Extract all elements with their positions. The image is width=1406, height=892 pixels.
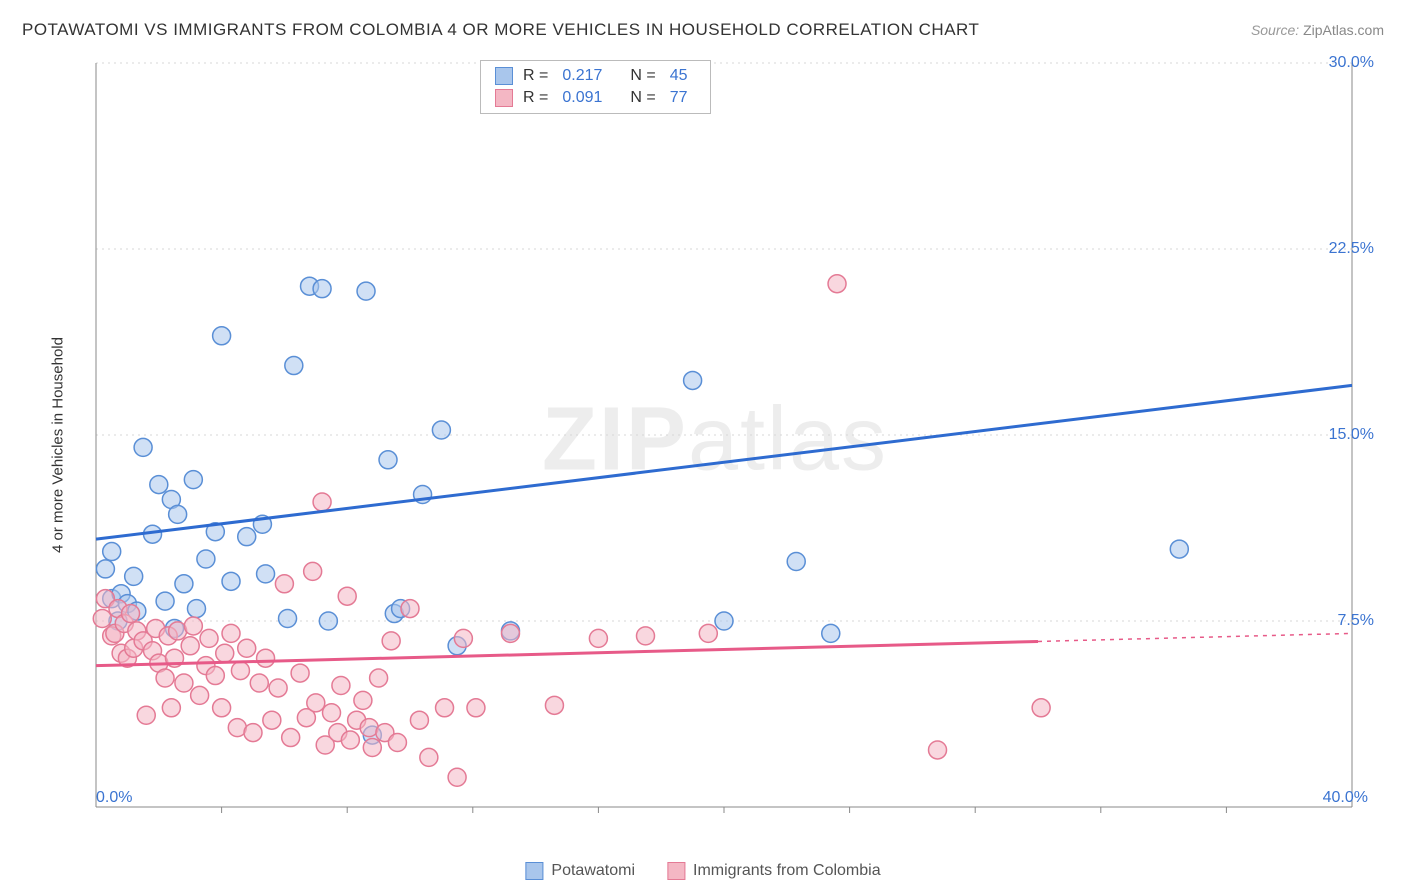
legend-item-potawatomi: Potawatomi	[525, 862, 635, 880]
y-tick-label: 22.5%	[1329, 240, 1374, 258]
stats-row-potawatomi: R = 0.217 N = 45	[495, 65, 696, 87]
correlation-stats-box: R = 0.217 N = 45 R = 0.091 N = 77	[480, 60, 711, 114]
legend-item-colombia: Immigrants from Colombia	[667, 862, 881, 880]
y-tick-label: 30.0%	[1329, 54, 1374, 72]
chart-area: 4 or more Vehicles in Household ZIPatlas…	[50, 55, 1380, 835]
legend: Potawatomi Immigrants from Colombia	[525, 862, 880, 880]
source-citation: Source: ZipAtlas.com	[1251, 22, 1384, 38]
legend-swatch-colombia	[667, 862, 685, 880]
source-label: Source:	[1251, 22, 1299, 38]
chart-title: POTAWATOMI VS IMMIGRANTS FROM COLOMBIA 4…	[22, 20, 979, 40]
stats-row-colombia: R = 0.091 N = 77	[495, 87, 696, 109]
x-axis-max-label: 40.0%	[1323, 789, 1368, 807]
y-tick-label: 7.5%	[1338, 612, 1374, 630]
legend-label-colombia: Immigrants from Colombia	[693, 862, 881, 880]
source-value: ZipAtlas.com	[1303, 22, 1384, 38]
legend-swatch-potawatomi	[525, 862, 543, 880]
legend-label-potawatomi: Potawatomi	[551, 862, 635, 880]
swatch-potawatomi	[495, 67, 513, 85]
x-axis-min-label: 0.0%	[96, 789, 132, 807]
scatter-plot	[50, 55, 1380, 835]
y-tick-label: 15.0%	[1329, 426, 1374, 444]
swatch-colombia	[495, 89, 513, 107]
